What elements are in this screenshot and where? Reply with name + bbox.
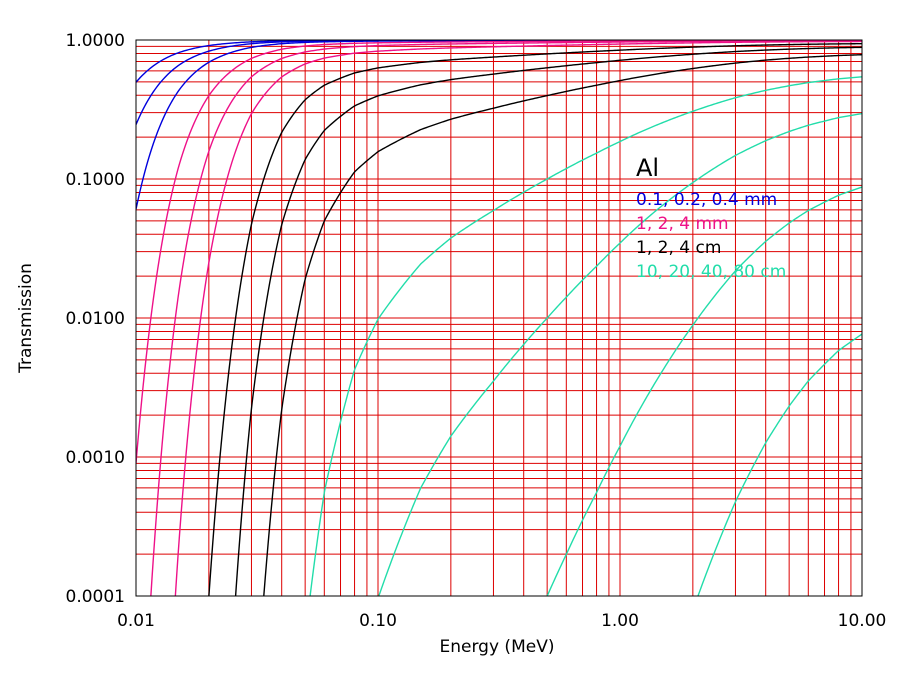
y-tick-label: 0.1000 bbox=[66, 170, 125, 190]
series-line bbox=[174, 40, 862, 596]
series-line bbox=[234, 46, 862, 596]
legend-entry: 1, 2, 4 cm bbox=[636, 238, 721, 258]
x-tick-label: 0.01 bbox=[117, 611, 155, 631]
legend-title: Al bbox=[636, 154, 659, 182]
plot-frame bbox=[135, 39, 863, 597]
series-line bbox=[150, 40, 862, 596]
series-line bbox=[208, 42, 862, 596]
x-tick-label: 0.10 bbox=[359, 611, 397, 631]
y-tick-label: 0.0001 bbox=[66, 587, 125, 607]
grid-lines bbox=[135, 40, 862, 597]
legend-entries: 0.1, 0.2, 0.4 mm 1, 2, 4 mm 1, 2, 4 cm 10, … bbox=[636, 190, 786, 282]
legend: Al 0.1, 0.2, 0.4 mm 1, 2, 4 mm 1, 2, 4 cm 1… bbox=[636, 154, 786, 282]
series-line bbox=[697, 333, 862, 596]
series-line bbox=[263, 54, 862, 596]
y-tick-label: 0.0100 bbox=[66, 309, 125, 329]
axis-ticks: 0.01 0.10 1.00 10.00 0.0001 0.0010 0.0100 0.100… bbox=[66, 31, 887, 631]
legend-entry: 1, 2, 4 mm bbox=[636, 214, 729, 234]
legend-entry: 10, 20, 40, 80 cm bbox=[636, 262, 786, 282]
series-lines bbox=[136, 40, 862, 596]
series-line bbox=[136, 40, 862, 210]
y-tick-label: 1.0000 bbox=[66, 31, 125, 51]
legend-entry: 0.1, 0.2, 0.4 mm bbox=[636, 190, 777, 210]
series-line bbox=[136, 40, 862, 125]
y-tick-label: 0.0010 bbox=[66, 448, 125, 468]
x-tick-label: 10.00 bbox=[838, 611, 887, 631]
y-axis-label: Transmission bbox=[16, 263, 36, 374]
x-tick-label: 1.00 bbox=[601, 611, 639, 631]
series-line bbox=[309, 76, 862, 596]
x-axis-label: Energy (MeV) bbox=[440, 637, 555, 657]
series-line bbox=[546, 186, 862, 596]
series-line bbox=[378, 112, 862, 596]
